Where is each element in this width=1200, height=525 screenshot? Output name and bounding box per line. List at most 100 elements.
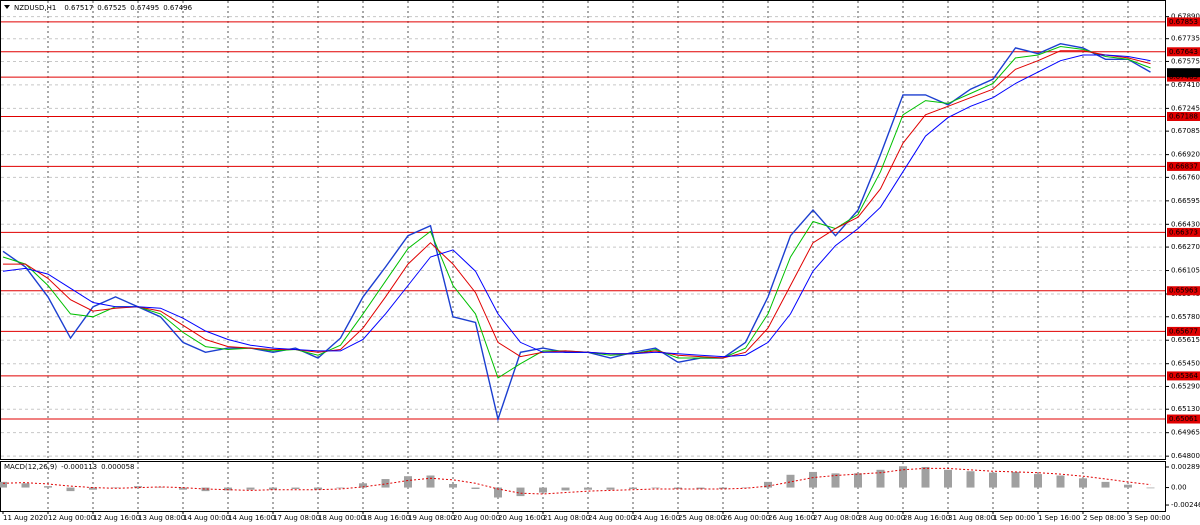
x-tick-label: 20 Aug 16:00 (498, 514, 545, 522)
level-label: 0.65963 (1169, 287, 1198, 295)
x-tick-label: 19 Aug 08:00 (408, 514, 455, 522)
macd-bar (494, 487, 502, 498)
y-tick-label: 0.67085 (1171, 127, 1200, 135)
y-tick-label: 0.67410 (1171, 81, 1200, 89)
macd-bar (674, 487, 682, 489)
macd-bar (516, 487, 525, 497)
macd-title: MACD(12,26,9) (4, 463, 57, 471)
macd-bar (966, 471, 975, 488)
x-tick-label: 25 Aug 08:00 (678, 514, 725, 522)
y-tick-label: 0.64800 (1171, 452, 1200, 460)
macd-bar (606, 487, 615, 490)
macd-value: 0.000058 (101, 463, 134, 471)
x-tick-label: 21 Aug 08:00 (543, 514, 590, 522)
macd-bar (66, 487, 75, 492)
x-tick-label: 17 Aug 08:00 (273, 514, 320, 522)
macd-bar (0, 481, 7, 488)
macd-bar (246, 487, 255, 490)
macd-bar (89, 487, 97, 490)
y-tick-label: 0.65130 (1171, 405, 1200, 413)
level-label: 0.66373 (1169, 228, 1198, 236)
macd-bar (696, 487, 705, 489)
level-label: 0.65061 (1169, 415, 1198, 423)
level-label-bg (1167, 47, 1200, 57)
macd-value: -0.000113 (61, 463, 97, 471)
x-tick-label: 1 Sep 00:00 (993, 514, 1035, 522)
macd-bar (1034, 474, 1042, 488)
level-label: 0.65677 (1169, 327, 1198, 335)
x-tick-label: 2 Sep 08:00 (1083, 514, 1125, 522)
y-tick-label: 0.67245 (1171, 104, 1200, 112)
macd-bar (471, 487, 480, 489)
moving-average (2, 54, 1151, 358)
level-label: 0.67188 (1169, 112, 1198, 120)
y-tick-label: 0.65450 (1171, 360, 1200, 368)
y-tick-label: 0.00 (1171, 484, 1187, 492)
x-tick-label: 24 Aug 16:00 (633, 514, 680, 522)
quote-value: 0.67496 (163, 4, 192, 12)
macd-bar (876, 469, 885, 488)
macd-bar (44, 486, 52, 488)
macd-bar (561, 487, 570, 491)
macd-bar (831, 473, 840, 488)
macd-bar (1079, 478, 1087, 488)
macd-bar (809, 471, 817, 488)
macd-bar (944, 469, 952, 488)
x-tick-label: 20 Aug 00:00 (453, 514, 500, 522)
y-tick-label: 0.66920 (1171, 151, 1200, 159)
level-label-bg (1167, 371, 1200, 381)
quote-value: 0.67495 (130, 4, 159, 12)
moving-average (3, 50, 1151, 359)
level-label-bg (1167, 326, 1200, 336)
menu-arrow (4, 5, 10, 9)
macd-bar (764, 481, 772, 488)
macd-bar (449, 484, 457, 488)
macd-bar (291, 487, 300, 489)
macd-bar (1146, 487, 1155, 489)
y-tick-label: 0.64965 (1171, 429, 1200, 437)
y-tick-label: -0.00246 (1171, 501, 1200, 509)
macd-bar (314, 487, 322, 490)
macd-bar (539, 487, 547, 493)
x-tick-label: 18 Aug 00:00 (318, 514, 365, 522)
macd-bar (336, 487, 345, 489)
y-tick-label: 0.002898 (1171, 463, 1200, 471)
macd-bar (269, 487, 277, 490)
symbol-title: NZDUSD,H1 (14, 4, 56, 12)
y-tick-label: 0.65615 (1171, 336, 1200, 344)
level-label-bg (1167, 161, 1200, 171)
y-tick-label: 0.67890 (1171, 13, 1200, 21)
macd-bar (381, 479, 390, 488)
price-label-bg (1167, 68, 1200, 78)
y-tick-label: 0.66430 (1171, 220, 1200, 228)
macd-bar (629, 487, 637, 489)
x-tick-label: 24 Aug 00:00 (588, 514, 635, 522)
x-tick-label: 26 Aug 00:00 (723, 514, 770, 522)
macd-bar (719, 487, 727, 489)
macd-bar (179, 487, 187, 490)
x-tick-label: 14 Aug 00:00 (183, 514, 230, 522)
quote-value: 0.67517 (64, 4, 93, 12)
y-tick-label: 0.66105 (1171, 267, 1200, 275)
x-tick-label: 27 Aug 08:00 (813, 514, 860, 522)
macd-bar (899, 466, 907, 488)
macd-bar (1011, 471, 1020, 488)
x-tick-label: 26 Aug 16:00 (768, 514, 815, 522)
x-tick-label: 1 Sep 16:00 (1038, 514, 1080, 522)
level-label: 0.67853 (1169, 18, 1198, 26)
macd-bar (921, 466, 930, 488)
macd-bar (1101, 481, 1110, 488)
y-tick-label: 0.66595 (1171, 197, 1200, 205)
macd-bar (584, 487, 592, 490)
y-tick-label: 0.65780 (1171, 313, 1200, 321)
y-tick-label: 0.67735 (1171, 35, 1200, 43)
level-label: 0.65364 (1169, 372, 1198, 380)
x-tick-label: 11 Aug 2020 (3, 514, 48, 522)
x-tick-label: 14 Aug 16:00 (228, 514, 275, 522)
macd-bar (21, 483, 30, 488)
macd-bar (134, 486, 142, 488)
level-label-bg (1167, 227, 1200, 237)
macd-bar (989, 472, 997, 488)
